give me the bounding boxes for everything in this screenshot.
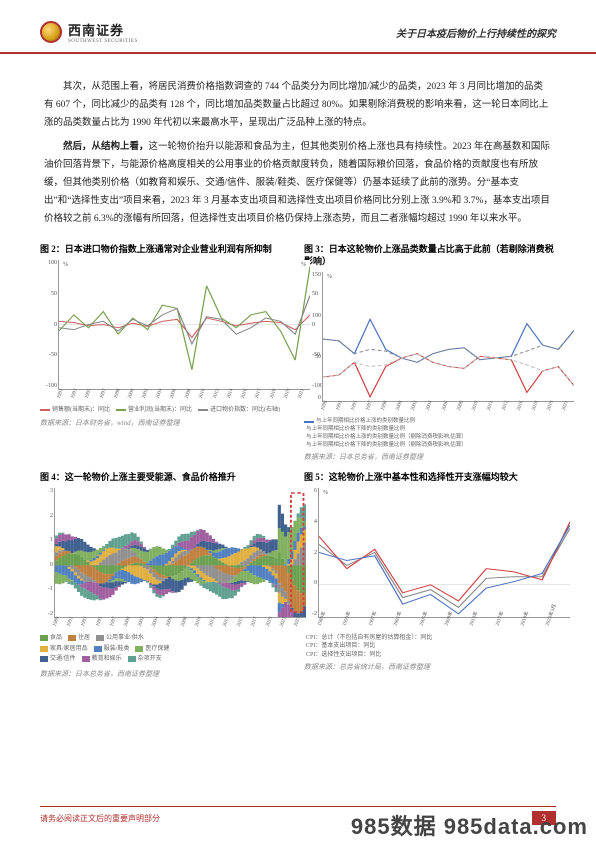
pct-label: % <box>323 490 328 496</box>
chart-3-yaxis: 150100500 <box>305 272 321 401</box>
chart-2-block: 图 2：日本进口物价指数上涨通常对企业营业利润有所抑制 % % 100500-5… <box>40 244 292 462</box>
disclaimer: 请务必阅读正文后的重要声明部分 <box>40 813 160 824</box>
logo-subtitle: SOUTHWEST SECURITIES <box>68 39 138 44</box>
chart-4-svg <box>55 488 306 617</box>
chart-row-2: 图 4：这一轮物价上涨主要受能源、食品价格推升 3210-1-2 1989199… <box>0 472 596 678</box>
chart-3-canvas: % 150100500 1990199119951997199820002002… <box>322 272 574 402</box>
doc-title: 关于日本疫后物价上行持续性的探究 <box>396 25 556 40</box>
chart-5-xaxis: 1989年1993年1997年2001年2005年2009年2013年2017年… <box>319 622 570 629</box>
chart-4-yaxis: 3210-1-2 <box>41 488 53 617</box>
chart-4-legend: 食品住居公用事业/供水家具/家居用品服装/鞋类医疗保健交通/信件教育和娱乐杂项开… <box>40 634 292 666</box>
p2-lead: 然后，从结构上看， <box>63 142 149 152</box>
chart-5-canvas: % 6420-2 1989年1993年1997年2001年2005年2009年2… <box>318 488 570 618</box>
chart-4-source: 数据来源：日本总务省，西南证券整理 <box>40 669 292 679</box>
chart-2-canvas: % % 100500-50-100 100500-50-100 19911993… <box>58 260 310 390</box>
pct-label: % <box>327 274 332 280</box>
chart-2-source: 数据来源：日本财务省，wind，西南证券整理 <box>40 418 292 428</box>
paragraph-2: 然后，从结构上看，这一轮物价抬升以能源和食品为主，但其他类别价格上涨也具有持续性… <box>44 138 552 228</box>
logo-icon <box>40 21 62 43</box>
pct-label: % <box>63 262 68 268</box>
chart-4-title: 图 4：这一轮物价上涨主要受能源、食品价格推升 <box>40 472 292 484</box>
chart-4-block: 图 4：这一轮物价上涨主要受能源、食品价格推升 3210-1-2 1989199… <box>40 472 292 678</box>
chart-5-title: 图 5：这轮物价上涨中基本性和选择性开支涨幅均较大 <box>304 472 556 484</box>
chart-row-1: 图 2：日本进口物价指数上涨通常对企业营业利润有所抑制 % % 100500-5… <box>0 244 596 462</box>
chart-5-yaxis: 6420-2 <box>305 488 317 617</box>
chart-3-svg <box>323 272 574 401</box>
p2-body: 这一轮物价抬升以能源和食品为主，但其他类别价格上涨也具有持续性。2023 年在高… <box>44 142 550 224</box>
page-header: 西南证券 SOUTHWEST SECURITIES 关于日本疫后物价上行持续性的… <box>0 0 596 54</box>
watermark: 985数据 985data.com <box>351 809 588 841</box>
chart-3-source: 数据来源：日本总务省，西南证券整理 <box>304 452 556 462</box>
chart-2-svg <box>59 260 310 389</box>
pct-label-r: % <box>301 262 306 268</box>
chart-3-block: 图 3：日本这轮物价上涨品类数量占比高于此前（若剔除消费税影响） % 15010… <box>304 244 556 462</box>
logo-area: 西南证券 SOUTHWEST SECURITIES <box>40 20 138 44</box>
chart-2-legend: 销售额(当期末)：同比营业利润(当期末)：同比进口物价指数：同比(右轴) <box>40 406 292 415</box>
chart-2-yaxis: 100500-50-100 <box>41 260 57 389</box>
chart-5-svg <box>319 488 570 617</box>
chart-4-canvas: 3210-1-2 1989199119931995199720002002200… <box>54 488 306 618</box>
chart-5-block: 图 5：这轮物价上涨中基本性和选择性开支涨幅均较大 % 6420-2 1989年… <box>304 472 556 678</box>
chart-2-xaxis: 1991199319951997199820002002200420062008… <box>59 396 310 401</box>
logo-text: 西南证券 <box>68 20 138 39</box>
chart-5-source: 数据来源：总务省统计局，西南证券整理 <box>304 662 556 672</box>
chart-5-legend: CPI：总计（不包括自有房屋的估算租金）：同比CPI：基本支出项目：同比CPI：… <box>304 634 556 659</box>
chart-4-xaxis: 1989199119931995199720002002200420062008… <box>55 624 306 629</box>
body-text: 其次，从范围上看，将居民消费价格指数调查的 744 个品类分为同比增加/减少的品… <box>0 54 596 244</box>
chart-3-title: 图 3：日本这轮物价上涨品类数量占比高于此前（若剔除消费税影响） <box>304 244 556 267</box>
chart-2-title: 图 2：日本进口物价指数上涨通常对企业营业利润有所抑制 <box>40 244 292 256</box>
chart-3-xaxis: 1990199119951997199820002002200420062008… <box>323 408 574 413</box>
chart-3-legend: 与上年同期相比价格上涨的类别数量比例与上年同期相比价格下降的类别数量比例与上年同… <box>304 418 556 450</box>
paragraph-1: 其次，从范围上看，将居民消费价格指数调查的 744 个品类分为同比增加/减少的品… <box>44 78 552 132</box>
